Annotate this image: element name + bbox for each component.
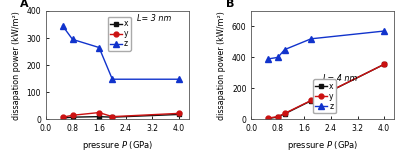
x bbox=[382, 63, 386, 65]
y bbox=[70, 114, 75, 116]
z bbox=[70, 38, 75, 40]
Y-axis label: dissapation power (kW/m²): dissapation power (kW/m²) bbox=[217, 11, 226, 119]
z bbox=[176, 78, 181, 80]
z bbox=[266, 58, 270, 60]
y bbox=[266, 117, 270, 119]
z bbox=[110, 78, 115, 80]
x bbox=[282, 113, 287, 115]
y bbox=[309, 100, 314, 101]
z bbox=[60, 25, 65, 27]
x bbox=[266, 118, 270, 119]
y bbox=[282, 112, 287, 114]
y bbox=[110, 116, 115, 118]
Text: L= 4 nm: L= 4 nm bbox=[323, 74, 357, 83]
y bbox=[382, 63, 386, 65]
Legend: x, y, z: x, y, z bbox=[108, 17, 131, 51]
Line: z: z bbox=[60, 23, 182, 82]
Legend: x, y, z: x, y, z bbox=[313, 79, 336, 113]
y bbox=[276, 116, 280, 117]
Text: A: A bbox=[20, 0, 29, 9]
z bbox=[282, 49, 287, 51]
X-axis label: pressure $P$ (GPa): pressure $P$ (GPa) bbox=[287, 139, 358, 152]
z bbox=[276, 56, 280, 58]
Line: x: x bbox=[60, 112, 181, 120]
X-axis label: pressure $P$ (GPa): pressure $P$ (GPa) bbox=[82, 139, 153, 152]
z bbox=[309, 38, 314, 40]
Text: B: B bbox=[226, 0, 234, 9]
x bbox=[60, 117, 65, 119]
Line: z: z bbox=[265, 28, 387, 62]
Line: y: y bbox=[60, 110, 181, 120]
Line: y: y bbox=[266, 62, 386, 121]
Line: x: x bbox=[266, 62, 386, 121]
z bbox=[382, 30, 386, 32]
x bbox=[110, 116, 115, 118]
Text: L= 3 nm: L= 3 nm bbox=[137, 14, 172, 23]
y bbox=[60, 116, 65, 118]
z bbox=[97, 47, 102, 49]
Y-axis label: dissapation power (kW/m²): dissapation power (kW/m²) bbox=[12, 11, 21, 119]
x bbox=[97, 116, 102, 118]
x bbox=[309, 100, 314, 102]
y bbox=[176, 112, 181, 114]
y bbox=[97, 112, 102, 114]
x bbox=[176, 114, 181, 115]
x bbox=[70, 116, 75, 118]
x bbox=[276, 116, 280, 118]
